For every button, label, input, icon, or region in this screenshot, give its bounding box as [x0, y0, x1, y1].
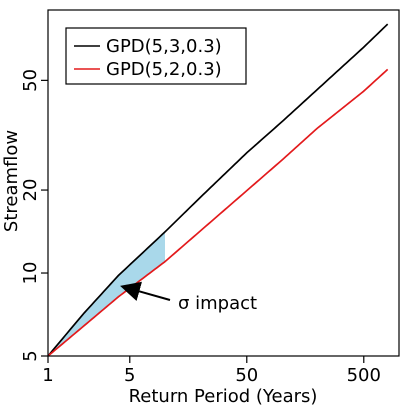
y-axis-group: 5 10 20 50: [20, 69, 48, 362]
x-tick-label-50: 50: [235, 365, 258, 386]
shade-region-group: [48, 231, 165, 356]
legend-box: [65, 27, 247, 85]
annotation-arrow: [120, 281, 171, 301]
series-line-gpd-5-3-0-3: [47, 23, 389, 357]
x-tick-label-1: 1: [42, 365, 53, 386]
y-tick-label-10: 10: [20, 262, 41, 285]
series-line-gpd-5-2-0-3: [47, 68, 389, 357]
annotation-group: σ impact: [120, 281, 257, 314]
x-tick-label-5: 5: [124, 365, 135, 386]
y-axis-label: Streamflow: [1, 130, 22, 232]
legend-label-1: GPD(5,3,0.3): [106, 36, 222, 57]
y-tick-label-20: 20: [20, 179, 41, 202]
x-axis-label: Return Period (Years): [129, 386, 318, 407]
annotation-label: σ impact: [178, 293, 257, 314]
series-group: [47, 23, 389, 357]
legend: GPD(5,3,0.3) GPD(5,2,0.3): [65, 27, 247, 85]
shaded-region: [48, 231, 165, 356]
x-axis-group: 1 5 50 500: [42, 356, 381, 386]
y-tick-label-5: 5: [20, 350, 41, 361]
x-tick-label-500: 500: [347, 365, 381, 386]
plot-frame: [47, 9, 400, 357]
y-tick-label-50: 50: [20, 69, 41, 92]
legend-label-2: GPD(5,2,0.3): [106, 59, 222, 80]
